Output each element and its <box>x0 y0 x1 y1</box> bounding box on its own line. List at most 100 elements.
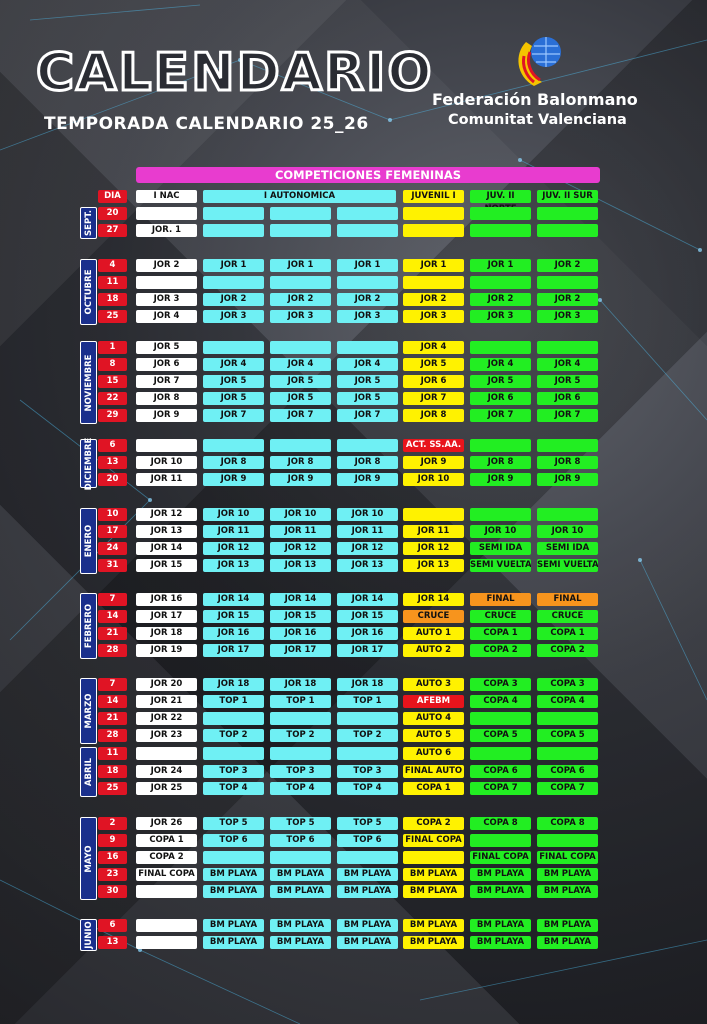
schedule-cell-jn <box>470 834 531 847</box>
schedule-cell-nac: JOR 19 <box>136 644 197 657</box>
day-cell: 27 <box>98 224 127 237</box>
day-cell: 18 <box>98 293 127 306</box>
schedule-cell-a2: TOP 4 <box>270 782 331 795</box>
schedule-cell-js <box>537 207 598 220</box>
schedule-cell-jn: COPA 7 <box>470 782 531 795</box>
schedule-cell-jn: BM PLAYA <box>470 919 531 932</box>
schedule-cell-jn: COPA 6 <box>470 765 531 778</box>
schedule-cell-a1: JOR 1 <box>203 259 264 272</box>
schedule-cell-a3: JOR 13 <box>337 559 398 572</box>
schedule-cell-a1 <box>203 341 264 354</box>
schedule-cell-a1 <box>203 439 264 452</box>
schedule-cell-a2 <box>270 276 331 289</box>
schedule-cell-jn <box>470 712 531 725</box>
header-juv-ii-norte: JUV. II NORTE <box>470 190 531 214</box>
schedule-cell-a2: JOR 7 <box>270 409 331 422</box>
schedule-cell-a1 <box>203 747 264 760</box>
schedule-cell-a1 <box>203 276 264 289</box>
schedule-cell-juv: AFEBM <box>403 695 464 708</box>
schedule-cell-a2: BM PLAYA <box>270 885 331 898</box>
schedule-cell-a1: JOR 4 <box>203 358 264 371</box>
schedule-cell-nac: JOR 26 <box>136 817 197 830</box>
schedule-cell-a3: JOR 4 <box>337 358 398 371</box>
schedule-cell-nac: JOR 25 <box>136 782 197 795</box>
month-name: ENERO <box>83 524 94 558</box>
schedule-cell-jn <box>470 439 531 452</box>
schedule-cell-a3: TOP 3 <box>337 765 398 778</box>
day-cell: 18 <box>98 765 127 778</box>
schedule-cell-a2: JOR 4 <box>270 358 331 371</box>
page-subtitle: TEMPORADA CALENDARIO 25_26 <box>44 114 369 134</box>
schedule-cell-juv: COPA 2 <box>403 817 464 830</box>
month-label-9: JUNIO <box>80 919 97 951</box>
schedule-cell-a2 <box>270 712 331 725</box>
schedule-cell-a1: TOP 4 <box>203 782 264 795</box>
schedule-cell-jn: JOR 2 <box>470 293 531 306</box>
schedule-cell-a1: TOP 2 <box>203 729 264 742</box>
month-label-4: ENERO <box>80 508 97 574</box>
schedule-cell-a1: TOP 1 <box>203 695 264 708</box>
schedule-cell-js: COPA 1 <box>537 627 598 640</box>
schedule-cell-jn: COPA 1 <box>470 627 531 640</box>
schedule-cell-a1: JOR 12 <box>203 542 264 555</box>
schedule-cell-js: COPA 6 <box>537 765 598 778</box>
schedule-cell-nac: JOR 21 <box>136 695 197 708</box>
schedule-cell-a2: JOR 12 <box>270 542 331 555</box>
schedule-cell-a1: BM PLAYA <box>203 919 264 932</box>
schedule-cell-nac: JOR 14 <box>136 542 197 555</box>
schedule-cell-a3: JOR 18 <box>337 678 398 691</box>
schedule-cell-js <box>537 439 598 452</box>
schedule-cell-a3: JOR 8 <box>337 456 398 469</box>
schedule-cell-a1: JOR 7 <box>203 409 264 422</box>
schedule-cell-a1: JOR 9 <box>203 473 264 486</box>
schedule-cell-js <box>537 747 598 760</box>
schedule-cell-juv: JOR 5 <box>403 358 464 371</box>
schedule-cell-juv: COPA 1 <box>403 782 464 795</box>
schedule-cell-nac <box>136 936 197 949</box>
day-cell: 1 <box>98 341 127 354</box>
schedule-cell-js: BM PLAYA <box>537 885 598 898</box>
schedule-cell-juv: CRUCE <box>403 610 464 623</box>
schedule-cell-a1: BM PLAYA <box>203 868 264 881</box>
schedule-cell-nac: JOR 8 <box>136 392 197 405</box>
schedule-cell-a3: TOP 4 <box>337 782 398 795</box>
day-cell: 31 <box>98 559 127 572</box>
schedule-cell-juv: JOR 9 <box>403 456 464 469</box>
schedule-cell-a3 <box>337 439 398 452</box>
schedule-cell-juv: JOR 3 <box>403 310 464 323</box>
month-label-7: ABRIL <box>80 747 97 797</box>
month-name: MARZO <box>83 693 94 729</box>
schedule-cell-a2: BM PLAYA <box>270 919 331 932</box>
schedule-cell-a3 <box>337 207 398 220</box>
schedule-cell-nac <box>136 747 197 760</box>
schedule-cell-jn: COPA 2 <box>470 644 531 657</box>
day-cell: 6 <box>98 919 127 932</box>
schedule-cell-js <box>537 276 598 289</box>
schedule-cell-jn: JOR 7 <box>470 409 531 422</box>
day-cell: 7 <box>98 593 127 606</box>
schedule-cell-a3: JOR 5 <box>337 375 398 388</box>
schedule-cell-juv: JOR 2 <box>403 293 464 306</box>
schedule-cell-juv <box>403 508 464 521</box>
schedule-cell-a2: JOR 13 <box>270 559 331 572</box>
schedule-cell-juv: FINAL COPA <box>403 834 464 847</box>
header-juv-ii-sur: JUV. II SUR <box>537 190 598 203</box>
month-name: ABRIL <box>83 757 94 787</box>
schedule-cell-nac <box>136 885 197 898</box>
schedule-cell-a1: TOP 5 <box>203 817 264 830</box>
schedule-cell-a2: JOR 9 <box>270 473 331 486</box>
schedule-cell-a3: BM PLAYA <box>337 936 398 949</box>
schedule-cell-jn: FINAL <box>470 593 531 606</box>
month-name: MAYO <box>83 844 94 873</box>
schedule-cell-a2 <box>270 224 331 237</box>
schedule-cell-a2: TOP 1 <box>270 695 331 708</box>
schedule-cell-nac: JOR 24 <box>136 765 197 778</box>
schedule-cell-nac: JOR 6 <box>136 358 197 371</box>
day-cell: 25 <box>98 782 127 795</box>
schedule-cell-a3: JOR 16 <box>337 627 398 640</box>
day-cell: 14 <box>98 610 127 623</box>
month-name: DICIEMBRE <box>83 437 94 490</box>
schedule-cell-juv: AUTO 4 <box>403 712 464 725</box>
schedule-cell-a3: JOR 2 <box>337 293 398 306</box>
schedule-cell-nac: JOR 16 <box>136 593 197 606</box>
